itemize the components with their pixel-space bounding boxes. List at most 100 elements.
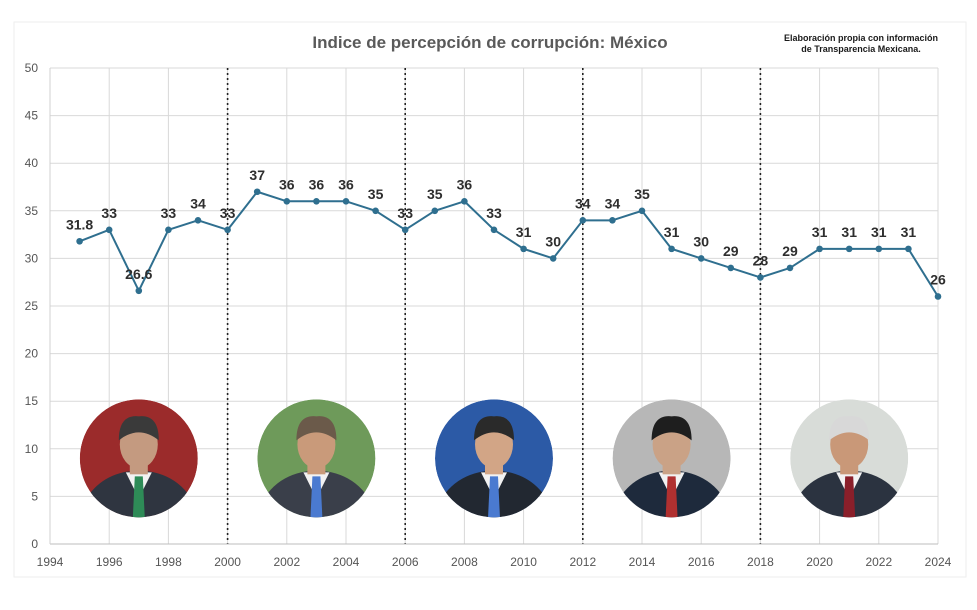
data-point — [638, 207, 646, 215]
y-tick-label: 10 — [25, 442, 39, 456]
data-label: 28 — [753, 252, 769, 268]
data-point — [313, 197, 320, 205]
y-tick-label: 50 — [25, 61, 39, 75]
portrait-content — [257, 399, 376, 518]
x-tick-label: 2002 — [273, 555, 300, 569]
series-line — [79, 190, 939, 298]
x-tick-label: 1994 — [37, 555, 64, 569]
data-point — [845, 245, 853, 253]
data-label: 31 — [841, 224, 857, 240]
data-label: 37 — [249, 167, 265, 183]
data-label: 33 — [397, 205, 413, 221]
data-label: 34 — [605, 195, 621, 211]
x-tick-label: 2016 — [688, 555, 715, 569]
president-portrait-1 — [79, 399, 198, 518]
data-point — [727, 264, 735, 272]
data-label: 30 — [693, 233, 709, 249]
portrait-content — [790, 399, 909, 518]
data-point — [76, 237, 83, 245]
portrait-hair — [474, 416, 514, 441]
portrait-hair — [829, 416, 870, 441]
portrait-tie — [488, 476, 500, 518]
data-point — [668, 245, 675, 253]
president-portrait-4 — [612, 399, 731, 518]
y-tick-label: 0 — [31, 537, 38, 551]
president-portrait-5 — [790, 399, 909, 518]
x-tick-label: 2020 — [806, 555, 833, 569]
axis-layer: 0 5 10 15 20 25 30 35 40 45 50 1994 1996 1998 2000 2002… — [25, 61, 952, 569]
data-point — [549, 255, 557, 262]
data-label: 35 — [634, 186, 650, 202]
data-point — [401, 226, 409, 234]
portrait-tie — [310, 476, 323, 518]
portrait-hair — [651, 416, 692, 441]
source-note-line-1: Elaboración propia con información — [784, 33, 938, 43]
data-label: 33 — [220, 205, 236, 221]
data-label: 34 — [575, 195, 591, 211]
data-point — [757, 274, 764, 281]
data-label: 26 — [930, 271, 946, 287]
data-label: 29 — [782, 243, 798, 259]
portrait-content — [435, 399, 553, 518]
data-point — [224, 226, 231, 234]
data-label: 36 — [338, 176, 354, 192]
data-label: 31 — [901, 224, 917, 240]
x-tick-label: 1996 — [96, 555, 123, 569]
x-tick-label: 2014 — [629, 555, 656, 569]
data-label: 34 — [190, 195, 206, 211]
x-tick-label: 2008 — [451, 555, 478, 569]
data-point — [520, 245, 527, 253]
data-label: 33 — [101, 205, 117, 221]
data-label: 36 — [457, 176, 473, 192]
data-point — [609, 217, 616, 224]
data-point — [283, 197, 291, 205]
data-label: 35 — [427, 186, 443, 202]
data-label: 31 — [812, 224, 828, 240]
data-label: 31 — [516, 224, 532, 240]
data-point — [135, 287, 143, 295]
data-label: 26.6 — [125, 266, 152, 282]
data-point — [372, 207, 379, 215]
y-tick-label: 30 — [25, 251, 39, 265]
data-point — [579, 217, 587, 224]
x-tick-label: 2022 — [865, 555, 892, 569]
data-point — [431, 207, 439, 215]
data-point — [875, 245, 883, 253]
x-tick-label: 2006 — [392, 555, 419, 569]
x-tick-label: 1998 — [155, 555, 182, 569]
data-label: 29 — [723, 243, 739, 259]
data-point — [165, 226, 172, 234]
source-note-line-2: de Transparencia Mexicana. — [801, 44, 921, 54]
x-tick-label: 2004 — [333, 555, 360, 569]
portrait-tie — [132, 476, 145, 518]
x-tick-label: 2012 — [569, 555, 596, 569]
portrait-tie — [665, 476, 678, 518]
y-tick-label: 15 — [25, 394, 39, 408]
portrait-content — [79, 399, 198, 518]
data-point — [490, 226, 498, 234]
y-tick-label: 40 — [25, 156, 39, 170]
data-label: 31 — [871, 224, 887, 240]
divider-layer — [226, 68, 762, 544]
x-tick-label: 2024 — [925, 555, 952, 569]
data-point — [697, 255, 705, 262]
portrait-hair — [118, 416, 159, 441]
data-point — [253, 188, 261, 196]
data-label: 33 — [486, 205, 502, 221]
portrait-tie — [843, 476, 856, 518]
portrait-hair — [296, 416, 337, 441]
data-point — [786, 264, 794, 272]
data-label: 30 — [545, 233, 561, 249]
x-tick-label: 2010 — [510, 555, 537, 569]
data-point — [905, 245, 912, 253]
data-point — [461, 197, 468, 205]
label-layer: 31.8 33 26.6 33 34 33 37 36 36 36 35 33 35 36 33 31 30 34… — [66, 167, 946, 288]
president-portrait-3 — [435, 399, 553, 518]
data-label: 31.8 — [66, 216, 93, 232]
chart-title: Indice de percepción de corrupción: Méxi… — [312, 33, 667, 52]
data-label: 36 — [309, 176, 325, 192]
data-point — [816, 245, 823, 253]
y-tick-label: 25 — [25, 299, 39, 313]
portrait-content — [612, 399, 731, 518]
